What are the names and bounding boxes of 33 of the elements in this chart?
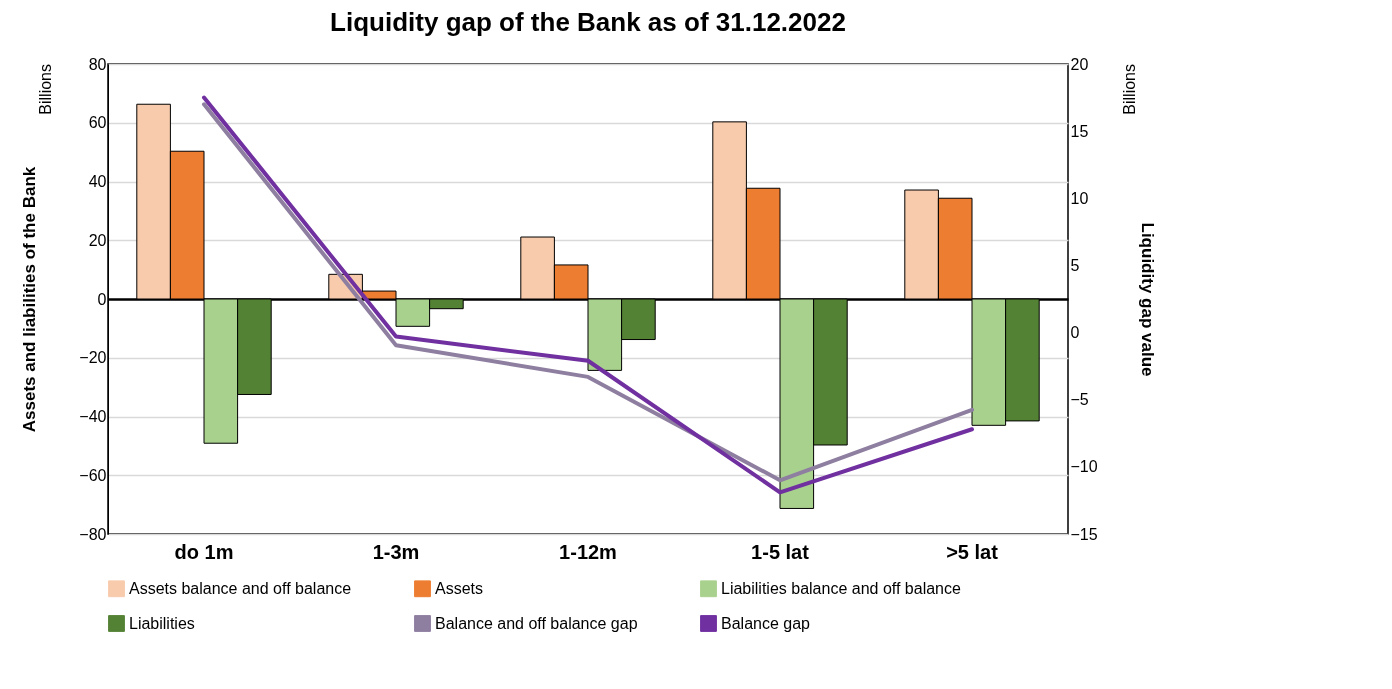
x-tick-label: 1-3m [372,540,420,563]
y-axis-title: Assets and liabilities of the Bank [20,166,40,433]
y2-tick-label: 15 [1070,122,1089,140]
y2-tick-label: 5 [1070,256,1080,274]
y-tick-label: 60 [88,114,107,132]
y2-tick-label: 10 [1070,189,1089,207]
legend-label: Liabilities [129,614,195,632]
y-tick-label: 80 [88,55,107,73]
x-tick-label: 1-5 lat [751,540,810,563]
y2-tick-label: −5 [1070,391,1089,409]
legend-label: Assets balance and off balance [129,579,352,597]
y-tick-label: −60 [79,466,107,484]
y2-tick-label: −15 [1070,525,1098,543]
y2-tick-label: −10 [1070,458,1098,476]
legend-label: Liabilities balance and off balance [721,579,961,597]
y-tick-label: 0 [97,290,107,308]
x-tick-label: 1-12m [559,540,617,563]
y-tick-label: 20 [88,231,107,249]
text: Billions [1121,64,1138,115]
x-tick-label: >5 lat [946,540,999,563]
y-tick-label: −40 [79,408,107,425]
legend-label: Assets [435,579,484,597]
y-tick-label: −80 [79,525,107,543]
text: Billions [37,64,54,115]
y-tick-label: 40 [88,173,107,190]
x-tick-label: do 1m [174,540,234,563]
legend-label: Balance gap [721,614,811,632]
y-tick-label: −20 [79,349,107,367]
y2-axis-title: Liquidity gap value [1137,222,1157,377]
chart-title: Liquidity gap of the Bank as of 31.12.2022 [330,7,846,37]
y2-tick-label: 20 [1070,55,1089,73]
y2-tick-label: 0 [1070,324,1080,342]
legend-label: Balance and off balance gap [435,614,638,632]
